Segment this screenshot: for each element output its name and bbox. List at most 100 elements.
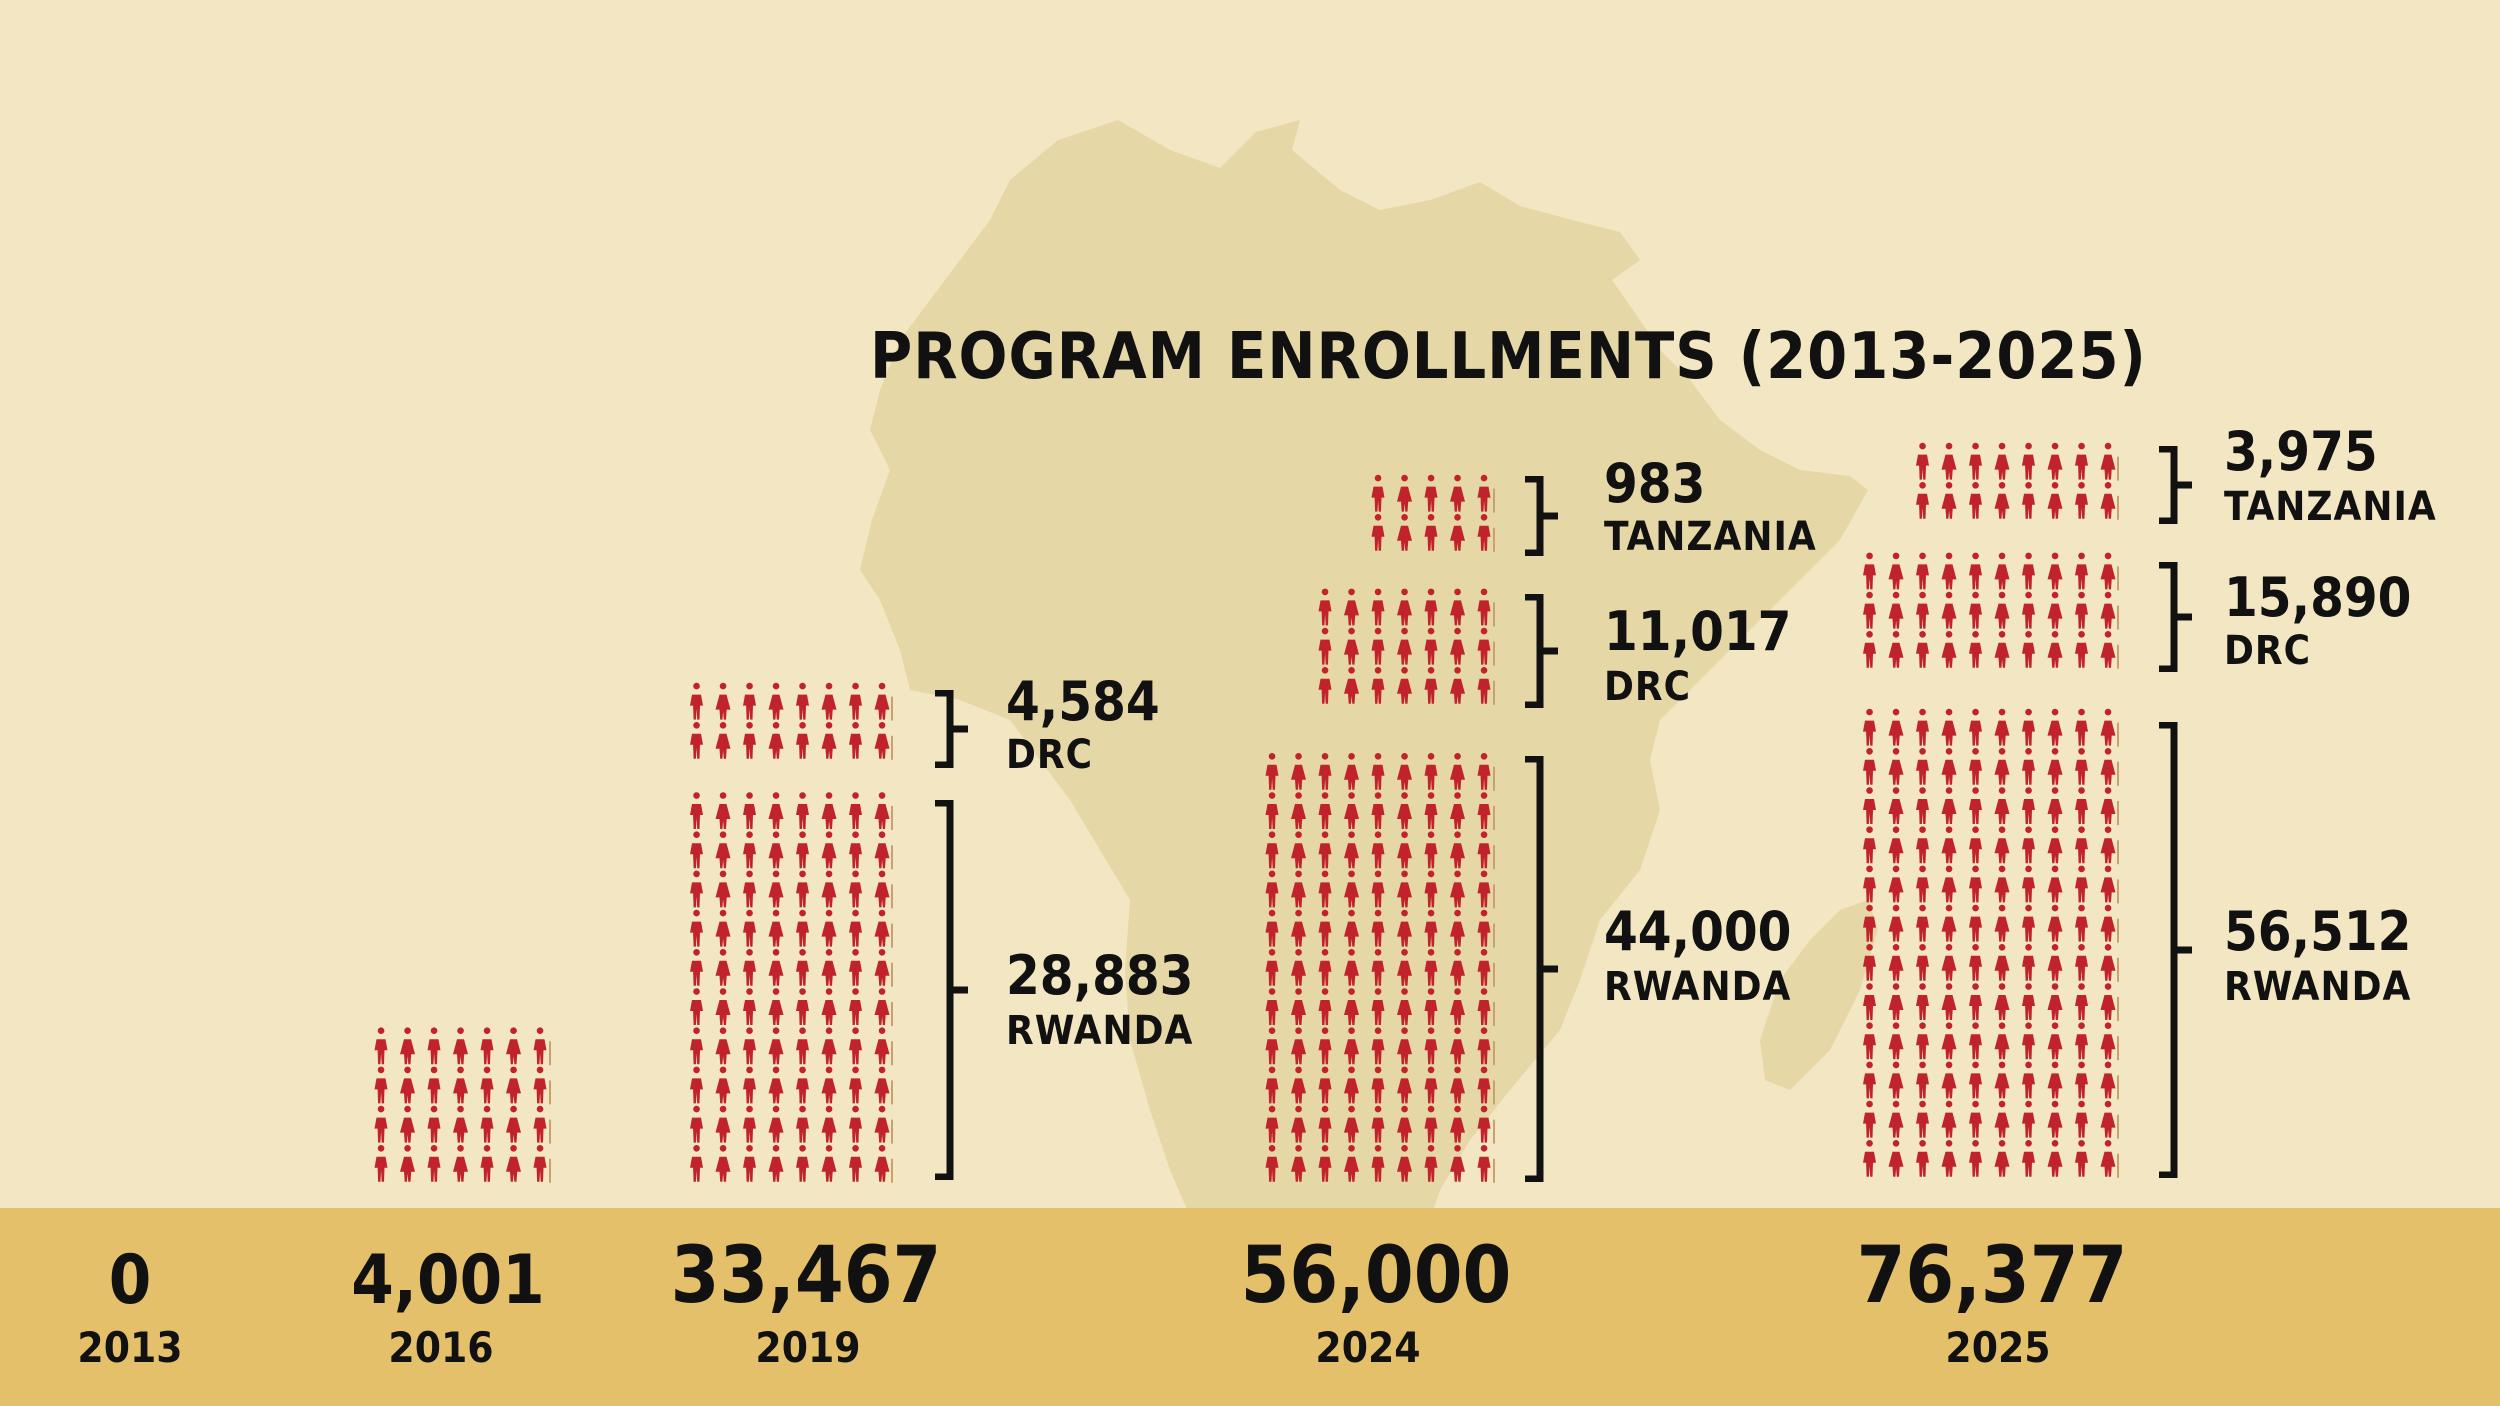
person-icon <box>768 722 784 759</box>
person-icon <box>1450 627 1465 665</box>
person-icon <box>2022 787 2035 824</box>
person-icon <box>768 831 784 869</box>
person-icon <box>480 1066 494 1104</box>
person-icon <box>1994 787 2010 824</box>
person-icon <box>1371 1145 1385 1182</box>
person-icon <box>743 870 756 908</box>
person-icon <box>768 870 784 908</box>
person-icon <box>849 949 862 986</box>
person-icon <box>1994 826 2010 864</box>
person-icon <box>480 1105 494 1143</box>
person-icon <box>1450 909 1465 947</box>
person-icon <box>1450 1105 1465 1143</box>
person-icon <box>1371 909 1385 947</box>
person-icon <box>1477 831 1495 870</box>
person-icon <box>1916 442 1929 480</box>
person-icon <box>1863 552 1876 590</box>
person-icon <box>1888 904 1904 942</box>
person-icon <box>1424 514 1438 551</box>
person-icon <box>1397 1066 1412 1104</box>
person-icon <box>1916 552 1929 590</box>
person-icon <box>1265 831 1279 869</box>
person-icon <box>1397 514 1412 551</box>
person-icon <box>1291 988 1306 1025</box>
person-icon <box>768 949 784 986</box>
person-icon <box>821 682 837 720</box>
label-2024-tanzania: TANZANIA <box>1604 514 1817 560</box>
person-icon <box>1424 753 1438 790</box>
person-icon <box>2047 826 2063 864</box>
person-icon <box>2100 631 2119 669</box>
person-icon <box>1969 591 1982 629</box>
person-icon <box>821 1066 837 1104</box>
baseline-band <box>0 1208 2500 1406</box>
person-icon <box>480 1145 494 1182</box>
person-icon <box>1477 514 1495 552</box>
icon-grid-2025-drc <box>1863 552 2119 669</box>
person-icon <box>374 1105 388 1143</box>
person-icon <box>2022 748 2035 785</box>
person-icon <box>1888 708 1904 746</box>
person-icon <box>1265 870 1279 908</box>
person-icon <box>1424 949 1438 986</box>
person-icon <box>1318 988 1332 1025</box>
person-icon <box>849 870 862 908</box>
person-icon <box>2022 1061 2035 1099</box>
person-icon <box>2100 552 2119 591</box>
person-icon <box>1916 708 1929 746</box>
person-icon <box>1318 909 1332 947</box>
person-icon <box>1344 1105 1359 1143</box>
person-icon <box>2047 552 2063 590</box>
person-icon <box>1397 949 1412 986</box>
bracket-2024-rwanda <box>1525 756 1558 1182</box>
person-icon <box>796 1145 809 1182</box>
person-icon <box>1863 904 1876 942</box>
person-icon <box>1941 1022 1957 1060</box>
person-icon <box>1941 552 1957 590</box>
person-icon <box>1863 1022 1876 1060</box>
label-2024-drc: DRC <box>1604 664 1692 710</box>
person-icon <box>1888 1061 1904 1099</box>
person-icon <box>427 1145 441 1182</box>
person-icon <box>874 682 893 721</box>
person-icon <box>1994 708 2010 746</box>
person-icon <box>796 722 809 759</box>
person-icon <box>2100 1022 2119 1061</box>
icon-grid-2024-rwanda <box>1265 753 1495 1183</box>
person-icon <box>796 909 809 947</box>
person-icon <box>690 1105 703 1143</box>
bracket-2019-drc <box>935 690 968 768</box>
person-icon <box>1994 983 2010 1020</box>
value-2025-rwanda: 56,512 <box>2224 900 2412 963</box>
person-icon <box>1994 1061 2010 1099</box>
person-icon <box>1424 667 1438 704</box>
person-icon <box>690 909 703 947</box>
person-icon <box>1318 667 1332 704</box>
person-icon <box>690 1027 703 1065</box>
person-icon <box>2100 748 2119 786</box>
person-icon <box>1863 865 1876 903</box>
year-2013: 2013 <box>77 1323 183 1372</box>
person-icon <box>768 1027 784 1065</box>
person-icon <box>400 1145 415 1182</box>
person-icon <box>1888 748 1904 785</box>
person-icon <box>1424 474 1438 512</box>
person-icon <box>506 1105 521 1143</box>
person-icon <box>2022 1140 2035 1177</box>
person-icon <box>453 1066 468 1104</box>
person-icon <box>2047 944 2063 981</box>
person-icon <box>743 682 756 720</box>
person-icon <box>1397 474 1412 512</box>
person-icon <box>1291 831 1306 869</box>
person-icon <box>453 1105 468 1143</box>
person-icon <box>2022 944 2035 981</box>
person-icon <box>1371 627 1385 665</box>
person-icon <box>2022 865 2035 903</box>
person-icon <box>1424 909 1438 947</box>
person-icon <box>2075 944 2088 981</box>
person-icon <box>796 1066 809 1104</box>
total-2024: 56,000 <box>1240 1231 1512 1321</box>
person-icon <box>2100 442 2119 481</box>
person-icon <box>1344 627 1359 665</box>
person-icon <box>1265 909 1279 947</box>
